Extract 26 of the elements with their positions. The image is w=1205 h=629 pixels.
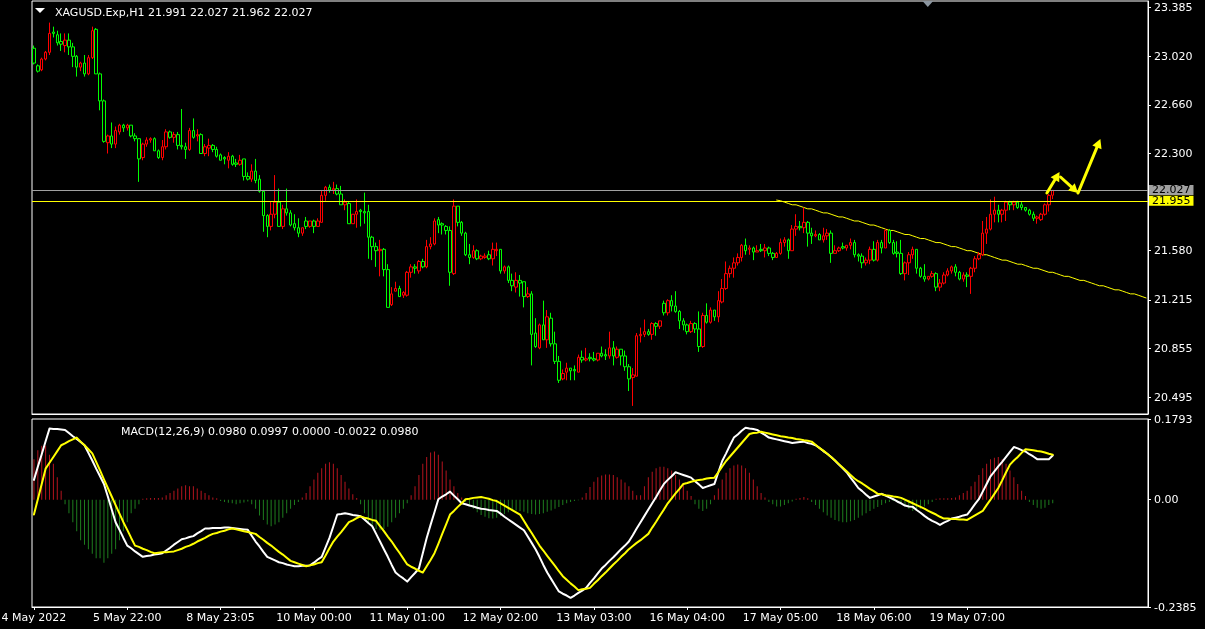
ref-line-label: 22.027 [1152, 183, 1191, 197]
ref-line-label: 21.955 [1152, 194, 1191, 208]
y-tick-label: 21.580 [1154, 244, 1193, 258]
text: MACD(12,26,9) 0.0980 0.0997 0.0000 -0.0022 0.0980 [121, 425, 419, 438]
x-tick-label: 17 May 05:00 [742, 611, 819, 624]
x-tick-label: 4 May 2022 [1, 611, 67, 624]
y-tick-label: 0.00 [1154, 493, 1179, 507]
y-tick-label: 22.660 [1154, 98, 1193, 112]
x-tick-label: 19 May 07:00 [929, 611, 1005, 624]
x-tick-label: 8 May 23:05 [186, 611, 255, 624]
x-tick-label: 10 May 00:00 [276, 611, 352, 624]
y-tick-label: 23.020 [1154, 49, 1193, 63]
y-tick-label: 20.855 [1154, 342, 1193, 356]
y-tick-label: 20.495 [1154, 390, 1193, 404]
x-tick-label: 11 May 01:00 [369, 611, 445, 624]
y-tick-label: -0.2385 [1154, 600, 1197, 614]
x-tick-label: 13 May 03:00 [556, 611, 632, 624]
y-tick-label: 23.385 [1154, 0, 1193, 14]
text: XAGUSD.Exp,H1 21.991 22.027 21.962 22.027 [55, 6, 313, 19]
x-tick-label: 18 May 06:00 [836, 611, 912, 624]
x-tick-label: 5 May 22:00 [93, 611, 162, 624]
y-tick-label: 22.300 [1154, 147, 1193, 161]
x-tick-label: 16 May 04:00 [649, 611, 725, 624]
x-tick-label: 12 May 02:00 [462, 611, 539, 624]
y-tick-label: 21.215 [1154, 293, 1193, 307]
y-tick-label: 0.1793 [1154, 412, 1193, 426]
